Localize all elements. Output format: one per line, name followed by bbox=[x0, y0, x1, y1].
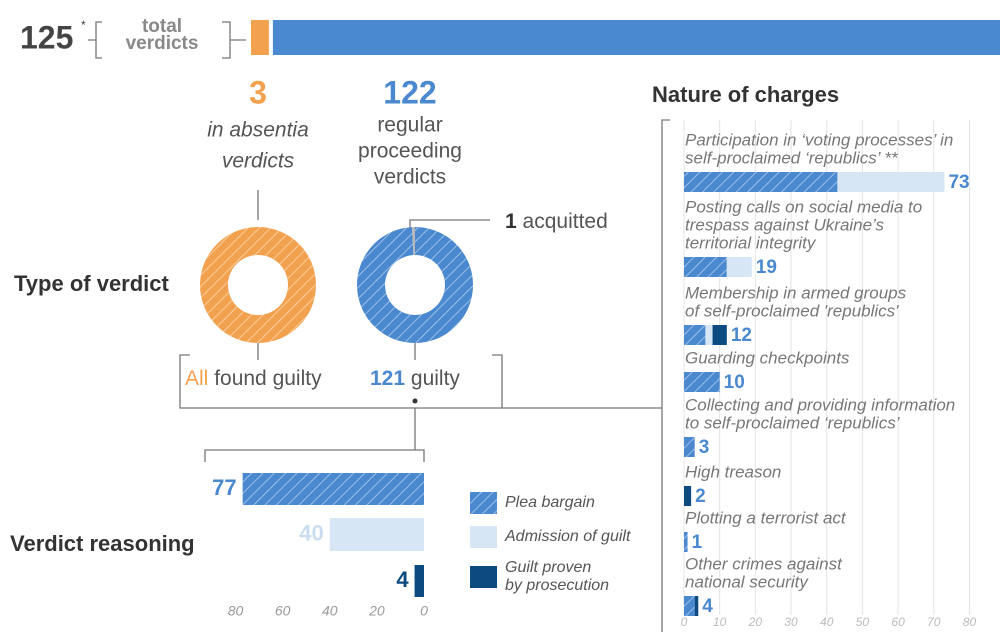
bar bbox=[329, 518, 424, 551]
segment-label: regular bbox=[377, 114, 442, 137]
x-tick-label: 20 bbox=[748, 615, 763, 629]
total-label: 3 bbox=[699, 437, 710, 458]
guilty-bracket bbox=[179, 354, 662, 409]
segment-value: 122 bbox=[383, 74, 436, 110]
total-label: 4 bbox=[702, 596, 713, 617]
bar bbox=[242, 473, 424, 505]
x-tick-label: 60 bbox=[891, 615, 905, 629]
bar-segment bbox=[684, 257, 727, 277]
x-tick-label: 20 bbox=[368, 603, 385, 619]
charges-bracket bbox=[661, 119, 670, 632]
x-tick-label: 40 bbox=[322, 603, 338, 619]
guilty-lead: All bbox=[185, 367, 208, 390]
segment-label: verdicts bbox=[374, 166, 446, 189]
guilty-text: guilty bbox=[411, 367, 461, 390]
total-label: 10 bbox=[724, 372, 745, 393]
bar-segment bbox=[684, 437, 695, 457]
section-title: Nature of charges bbox=[652, 82, 839, 107]
total-bar bbox=[251, 20, 269, 55]
bar bbox=[414, 565, 424, 597]
donut-slice bbox=[200, 227, 316, 343]
legend-swatch bbox=[470, 526, 497, 548]
guilty-label: 121 guilty bbox=[370, 367, 460, 390]
segment-value: 3 bbox=[249, 74, 267, 110]
category-label: to self-proclaimed ‘republics’ bbox=[685, 413, 900, 432]
total-label: 2 bbox=[695, 486, 706, 507]
bar-segment bbox=[684, 372, 720, 392]
legend-label: by prosecution bbox=[505, 577, 609, 594]
bar-segment bbox=[837, 172, 945, 192]
guilty-label: All found guilty bbox=[185, 367, 322, 390]
x-tick-label: 80 bbox=[963, 615, 977, 629]
bar-segment bbox=[684, 486, 692, 506]
dot bbox=[412, 398, 418, 404]
category-label: Collecting and providing information bbox=[685, 395, 955, 414]
acquitted-text: acquitted bbox=[523, 210, 608, 233]
total-label: 1 bbox=[692, 532, 703, 553]
category-label: territorial integrity bbox=[685, 233, 817, 252]
bar-segment bbox=[684, 172, 838, 192]
guilty-text: found guilty bbox=[214, 367, 322, 390]
category-label: Posting calls on social media to bbox=[685, 197, 922, 216]
bar-segment bbox=[705, 325, 713, 345]
bar-value: 40 bbox=[299, 520, 323, 545]
total-value: 125 bbox=[20, 19, 73, 55]
donut-slice bbox=[412, 227, 415, 256]
category-label: Participation in ‘voting processes’ in bbox=[685, 130, 953, 149]
total-label: verdicts bbox=[126, 33, 199, 54]
x-tick-label: 80 bbox=[228, 603, 244, 619]
x-tick-label: 0 bbox=[420, 603, 428, 619]
donut-slice bbox=[356, 227, 473, 344]
bar-value: 77 bbox=[212, 475, 236, 500]
total-label: 19 bbox=[756, 257, 777, 278]
x-tick-label: 30 bbox=[784, 615, 798, 629]
segment-label: proceeding bbox=[358, 140, 462, 163]
bar-segment bbox=[684, 532, 688, 552]
section-title: Type of verdict bbox=[14, 271, 170, 296]
x-tick-label: 50 bbox=[856, 615, 870, 629]
acquitted-label: 1 acquitted bbox=[505, 210, 608, 233]
legend-label: Guilt proven bbox=[505, 559, 591, 576]
category-label: Guarding checkpoints bbox=[685, 348, 850, 367]
x-tick-label: 40 bbox=[820, 615, 834, 629]
legend-swatch bbox=[470, 566, 497, 588]
segment-label: in absentia bbox=[207, 119, 309, 142]
bar-segment bbox=[726, 257, 752, 277]
category-label: of self-proclaimed 'republics' bbox=[685, 301, 899, 320]
total-label: total bbox=[142, 16, 182, 37]
category-label: self-proclaimed ‘republics’ ** bbox=[685, 148, 899, 167]
guilty-count: 121 bbox=[370, 367, 405, 390]
bar-segment bbox=[712, 325, 727, 345]
segment-label: verdicts bbox=[222, 150, 295, 173]
x-tick-label: 10 bbox=[713, 615, 727, 629]
category-label: trespass against Ukraine’s bbox=[685, 215, 885, 234]
category-label: Plotting a terrorist act bbox=[685, 508, 847, 527]
total-bar bbox=[272, 20, 1000, 55]
x-tick-label: 0 bbox=[681, 615, 688, 629]
category-label: Membership in armed groups bbox=[685, 283, 907, 302]
x-tick-label: 60 bbox=[275, 603, 291, 619]
bar-segment bbox=[684, 596, 695, 616]
bar-segment bbox=[684, 325, 706, 345]
total-label: 12 bbox=[731, 325, 752, 346]
total-label: 73 bbox=[948, 172, 969, 193]
section-title: Verdict reasoning bbox=[10, 531, 195, 556]
reasoning-bracket bbox=[204, 408, 425, 462]
bar-segment bbox=[694, 596, 699, 616]
legend-label: Admission of guilt bbox=[504, 528, 631, 545]
category-label: High treason bbox=[685, 462, 781, 481]
acquitted-count: 1 bbox=[505, 210, 517, 233]
total-bracket bbox=[88, 21, 246, 59]
category-label: national security bbox=[685, 572, 809, 591]
bar-value: 4 bbox=[396, 567, 409, 592]
total-mark: * bbox=[81, 18, 86, 32]
x-tick-label: 70 bbox=[927, 615, 941, 629]
category-label: Other crimes against bbox=[685, 554, 843, 573]
legend-label: Plea bargain bbox=[505, 494, 595, 511]
legend-swatch bbox=[470, 492, 497, 514]
